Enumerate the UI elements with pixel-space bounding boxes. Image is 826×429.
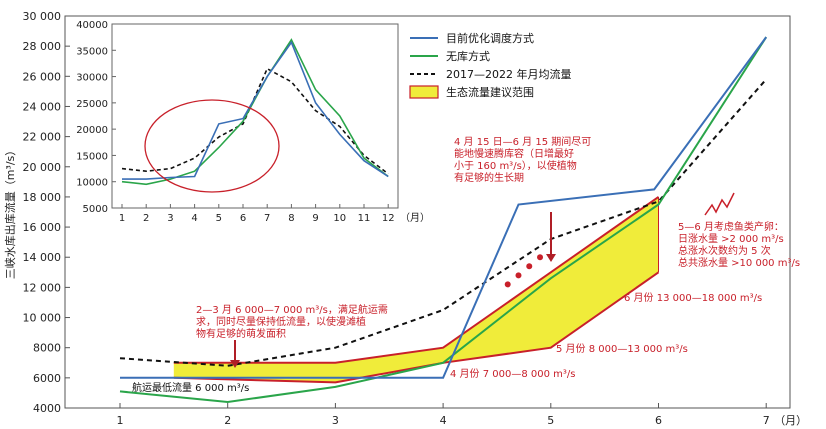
- main-x-tick-label: 5: [547, 414, 554, 427]
- spawn-dot: [526, 263, 533, 270]
- main-x-tick-label: 7: [763, 414, 770, 427]
- main-x-tick-label: 3: [332, 414, 339, 427]
- inset-y-tick-label: 40000: [76, 20, 108, 31]
- spawn-dot: [515, 272, 522, 279]
- main-annotations: 航运最低流量 6 000 m³/s 2—3 月 6 000—7 000 m³/s，…: [132, 135, 800, 394]
- spawn-note: 5—6 月考虑鱼类产卵：: [678, 220, 784, 233]
- inset-series-line-0: [122, 40, 389, 180]
- main-y-tick-label: 28 000: [23, 40, 62, 53]
- inset-y-tick-label: 5000: [83, 204, 108, 215]
- main-y-tick-label: 8000: [33, 342, 61, 355]
- legend-swatch-band: [409, 85, 439, 99]
- inset-x-tick-label: 3: [167, 213, 173, 224]
- inset-x-tick-label: 6: [240, 213, 246, 224]
- main-series-group: [119, 36, 768, 404]
- flood-zigzag: [704, 192, 735, 216]
- spawn-note: 日涨水量 >2 000 m³/s: [678, 233, 784, 245]
- inset-chart: 5000 10000 15000 20000 25000 30000 35000 40000 1…: [76, 20, 430, 224]
- inset-x-tick-label: 2: [143, 213, 149, 224]
- may-range-label: 5 月份 8 000—13 000 m³/s: [556, 343, 688, 355]
- main-y-tick-label: 30 000: [23, 10, 62, 23]
- feb-mar-arrow-head: [230, 360, 240, 368]
- apr-jun-note: 小于 160 m³/s），以使植物: [454, 159, 577, 172]
- main-x-tick-label: 6: [655, 414, 662, 427]
- inset-x-tick-label: 8: [288, 213, 294, 224]
- feb-mar-note: 物有足够的萌发面积: [196, 327, 286, 340]
- legend-label: 生态流量建议范围: [446, 85, 534, 99]
- main-y-tick-label: 6000: [33, 372, 61, 385]
- inset-x-tick-label: 5: [216, 213, 222, 224]
- main-y-axis-label: 三峡水库出库流量（m³/s）: [3, 145, 17, 280]
- spawn-dot: [504, 281, 511, 288]
- apr-jun-arrow-head: [546, 254, 556, 262]
- apr-jun-note: 4 月 15 日—6 月 15 期间尽可: [454, 135, 591, 148]
- june-range-label: 6 月份 13 000—18 000 m³/s: [624, 292, 762, 304]
- feb-mar-note: 求，同时尽量保持低流量，以使漫滩植: [196, 315, 366, 328]
- main-axes: 4000 6000 8000 10 000 12 000 14 000 16 000 18 0…: [3, 10, 807, 427]
- inset-x-tick-label: 10: [333, 213, 346, 224]
- inset-y-tick-label: 20000: [76, 125, 108, 136]
- main-series-line-0: [120, 36, 768, 379]
- main-y-tick-label: 18 000: [23, 191, 62, 204]
- inset-x-tick-label: 7: [264, 213, 270, 224]
- apr-jun-note: 有足够的生长期: [454, 171, 524, 184]
- inset-y-tick-label: 30000: [76, 73, 108, 84]
- main-x-tick-label: 1: [117, 414, 124, 427]
- inset-x-tick-label: 11: [358, 213, 371, 224]
- main-x-unit: （月）: [774, 414, 807, 427]
- legend-label: 无库方式: [446, 49, 490, 63]
- main-x-tick-label: 2: [224, 414, 231, 427]
- main-y-tick-label: 12 000: [23, 281, 62, 294]
- main-y-tick-label: 14 000: [23, 251, 62, 264]
- main-y-tick-label: 26 000: [23, 70, 62, 83]
- spawn-note: 总共涨水量 >10 000 m³/s: [678, 256, 800, 269]
- main-x-tick-label: 4: [440, 414, 447, 427]
- spawn-dot: [537, 254, 544, 261]
- inset-x-tick-label: 12: [382, 213, 395, 224]
- main-plot-frame: [64, 15, 791, 409]
- main-y-tick-label: 20 000: [23, 161, 62, 174]
- april-range-label: 4 月份 7 000—8 000 m³/s: [450, 368, 575, 380]
- inset-x-unit: （月）: [400, 212, 430, 224]
- main-y-tick-label: 24 000: [23, 100, 62, 113]
- navigation-min-label: 航运最低流量 6 000 m³/s: [132, 381, 249, 394]
- inset-y-tick-label: 35000: [76, 46, 108, 57]
- eco-flow-band-upper: [173, 196, 660, 364]
- main-y-tick-label: 10 000: [23, 312, 62, 325]
- spawn-note: 总涨水次数约为 5 次: [678, 244, 771, 257]
- legend-label: 目前优化调度方式: [446, 31, 534, 45]
- legend-label: 2017—2022 年月均流量: [446, 67, 572, 81]
- main-y-tick-label: 16 000: [23, 221, 62, 234]
- inset-x-tick-label: 9: [312, 213, 318, 224]
- inset-highlight-ellipse: [144, 99, 280, 193]
- feb-mar-note: 2—3 月 6 000—7 000 m³/s，满足航运需: [196, 303, 388, 316]
- inset-frame: [111, 23, 399, 209]
- inset-y-tick-label: 25000: [76, 99, 108, 110]
- apr-jun-note: 能地慢速腾库容（日增最好: [454, 147, 574, 160]
- eco-flow-band-area: [173, 196, 659, 383]
- inset-y-tick-label: 10000: [76, 178, 108, 189]
- main-series-line-1: [119, 36, 768, 404]
- inset-x-tick-label: 4: [191, 213, 197, 224]
- inset-y-tick-label: 15000: [76, 151, 108, 162]
- inset-x-tick-label: 1: [119, 213, 125, 224]
- main-y-tick-label: 4000: [33, 402, 61, 415]
- main-y-tick-label: 22 000: [23, 131, 62, 144]
